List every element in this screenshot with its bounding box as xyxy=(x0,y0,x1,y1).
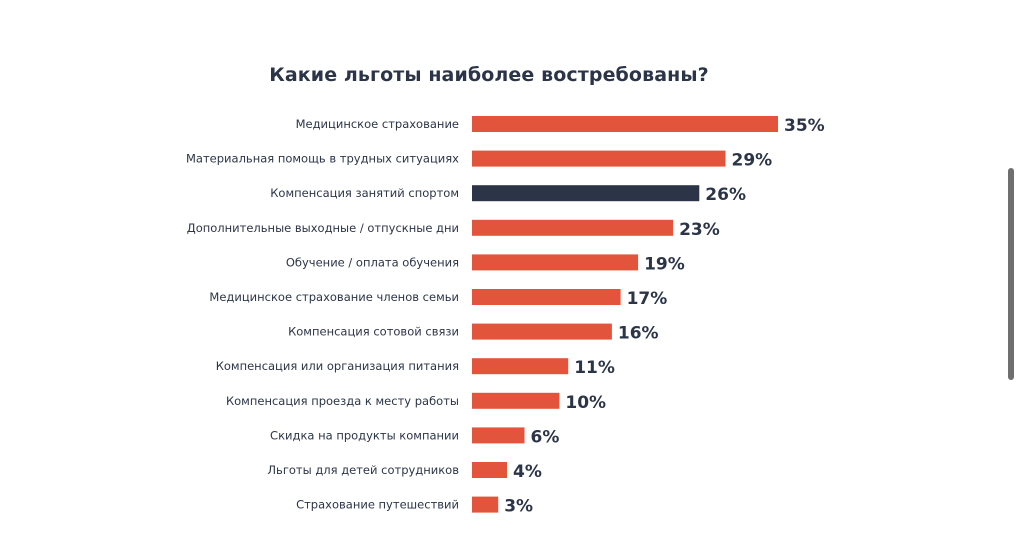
value-label: 19% xyxy=(644,254,685,274)
category-label: Дополнительные выходные / отпускные дни xyxy=(187,221,459,235)
vertical-scrollbar[interactable] xyxy=(1008,168,1014,380)
value-label: 10% xyxy=(565,393,606,413)
category-label: Медицинское страхование членов семьи xyxy=(209,290,459,304)
value-label: 17% xyxy=(627,289,668,309)
value-label: 11% xyxy=(574,358,615,378)
category-label: Обучение / оплата обучения xyxy=(286,255,459,269)
category-label: Материальная помощь в трудных ситуациях xyxy=(186,152,459,166)
value-label: 29% xyxy=(732,151,773,171)
bar xyxy=(472,358,569,375)
bar xyxy=(472,289,621,305)
value-label: 35% xyxy=(784,116,825,136)
category-label: Скидка на продукты компании xyxy=(270,428,459,442)
value-label: 23% xyxy=(679,220,720,240)
category-label: Компенсация занятий спортом xyxy=(270,186,459,200)
bar xyxy=(472,392,560,409)
bar xyxy=(472,116,778,132)
bar xyxy=(472,150,726,167)
category-label: Компенсация проезда к месту работы xyxy=(226,394,459,408)
value-label: 16% xyxy=(618,324,659,344)
bar xyxy=(472,496,499,513)
bar xyxy=(472,462,507,478)
category-label: Льготы для детей сотрудников xyxy=(267,463,459,477)
value-label: 4% xyxy=(513,462,542,482)
chart-title: Какие льготы наиболее востребованы? xyxy=(269,64,709,86)
value-label: 26% xyxy=(705,185,746,205)
category-label: Компенсация сотовой связи xyxy=(288,325,459,339)
bar xyxy=(472,219,674,236)
value-label: 3% xyxy=(504,497,533,517)
bar xyxy=(472,323,612,340)
category-label: Страхование путешествий xyxy=(296,498,459,512)
bar xyxy=(472,185,700,202)
category-label: Компенсация или организация питания xyxy=(216,359,459,373)
category-label: Медицинское страхование xyxy=(296,117,459,131)
bar xyxy=(472,427,525,444)
value-label: 6% xyxy=(531,427,560,447)
bar xyxy=(472,254,639,271)
